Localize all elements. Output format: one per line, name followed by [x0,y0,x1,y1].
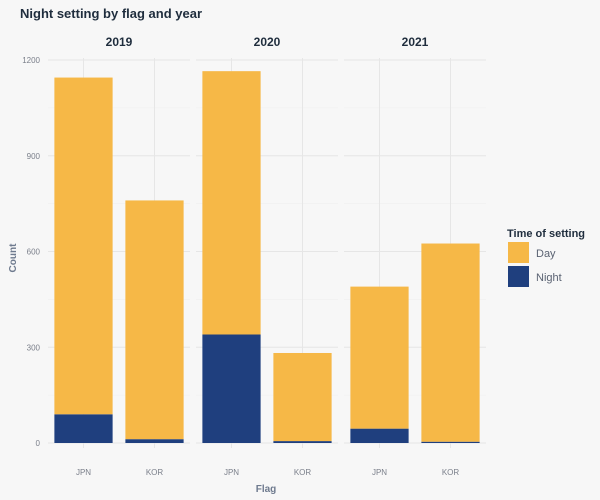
x-tick-label: JPN [372,468,387,477]
bar-night-jpn [202,334,261,443]
bar-night-kor [421,441,480,443]
y-tick-label: 300 [27,343,41,352]
legend: Time of setting Day Night [507,228,585,287]
x-tick-label: KOR [294,468,312,477]
bar-day-jpn [202,71,261,335]
x-tick-label: KOR [442,468,460,477]
bar-day-jpn [350,286,409,429]
legend-swatch-day [508,242,529,263]
legend-label-day: Day [536,248,556,260]
facet-label: 2019 [106,35,133,49]
y-axis-title: Count [8,243,19,273]
bar-night-kor [273,441,332,443]
chart-title: Night setting by flag and year [20,6,202,21]
y-tick-label: 1200 [22,56,40,65]
facet-panel-2019: 2019 JPN KOR [48,35,190,477]
bar-night-jpn [54,414,113,443]
bar-day-jpn [54,77,113,415]
legend-swatch-night [508,266,529,287]
x-tick-label: JPN [76,468,91,477]
legend-label-night: Night [536,272,562,284]
y-tick-label: 600 [27,248,41,257]
y-tick-label: 0 [36,439,41,448]
x-tick-label: KOR [146,468,164,477]
x-axis-title: Flag [256,484,277,495]
bar-night-kor [125,439,184,443]
bar-night-jpn [350,428,409,443]
facet-label: 2021 [402,35,429,49]
x-tick-label: JPN [224,468,239,477]
legend-title: Time of setting [507,228,585,240]
bar-day-kor [125,200,184,440]
facet-panel-2020: 2020 JPN KOR [196,35,338,477]
facet-label: 2020 [254,35,281,49]
y-tick-label: 900 [27,152,41,161]
bar-day-kor [273,352,332,442]
bar-day-kor [421,243,480,442]
facet-panel-2021: 2021 JPN KOR [344,35,486,477]
